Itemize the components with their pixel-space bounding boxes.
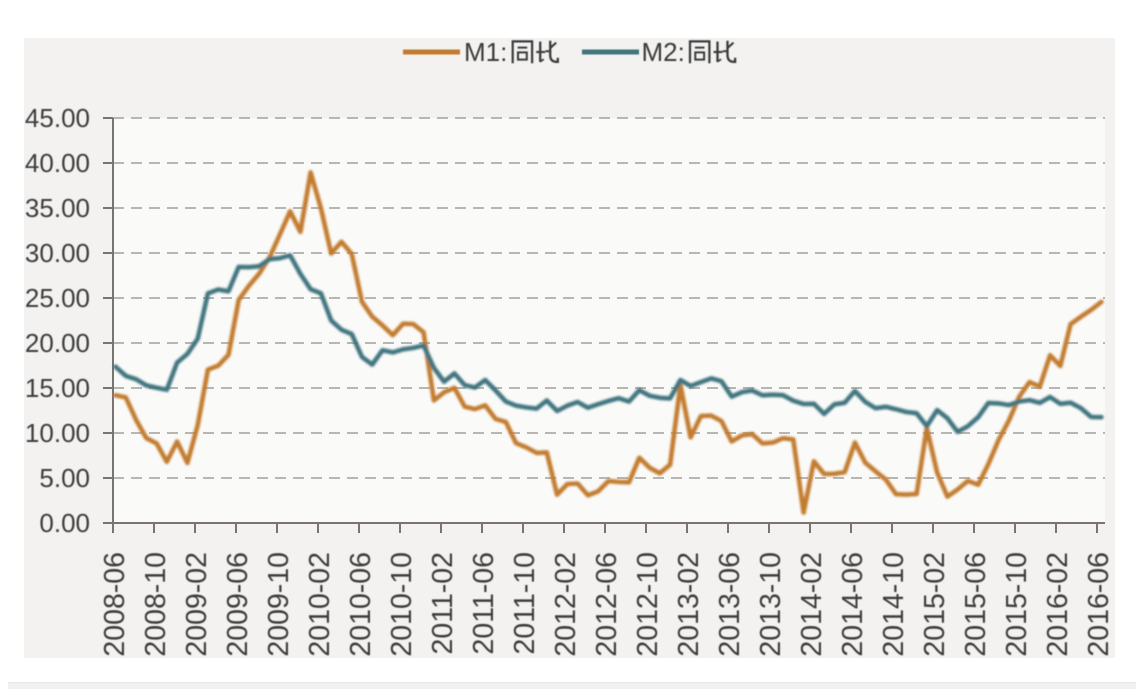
svg-text:2010-06: 2010-06 [345,552,377,657]
svg-text:2008-10: 2008-10 [140,552,172,657]
svg-text:2015-06: 2015-06 [960,552,992,657]
svg-text:2014-06: 2014-06 [837,552,869,657]
svg-text:2016-02: 2016-02 [1042,552,1074,657]
svg-text:2013-10: 2013-10 [755,552,787,657]
svg-text:2008-06: 2008-06 [99,552,131,657]
svg-text:2009-02: 2009-02 [181,552,213,657]
svg-text:2012-10: 2012-10 [632,552,664,657]
svg-text:2014-10: 2014-10 [878,552,910,657]
svg-text:35.00: 35.00 [25,193,90,223]
svg-text:M1:: M1: [464,37,507,67]
svg-text:2009-06: 2009-06 [222,552,254,657]
svg-text:2011-06: 2011-06 [468,552,500,654]
svg-text:2013-06: 2013-06 [714,552,746,657]
svg-text:0.00: 0.00 [39,508,90,538]
svg-text:2014-02: 2014-02 [796,552,828,657]
svg-text:2009-10: 2009-10 [263,552,295,657]
svg-text:5.00: 5.00 [39,463,90,493]
svg-text:2016-06: 2016-06 [1083,552,1115,657]
svg-text:25.00: 25.00 [25,283,90,313]
svg-text:2010-02: 2010-02 [304,552,336,657]
svg-text:40.00: 40.00 [25,148,90,178]
svg-text:2010-10: 2010-10 [386,552,418,657]
svg-text:2012-02: 2012-02 [550,552,582,657]
svg-text:2015-10: 2015-10 [1001,552,1033,657]
svg-text:2011-02: 2011-02 [427,552,459,654]
svg-text:30.00: 30.00 [25,238,90,268]
svg-text:45.00: 45.00 [25,103,90,133]
svg-text:2011-10: 2011-10 [509,552,541,654]
svg-text:10.00: 10.00 [25,418,90,448]
svg-text:2013-02: 2013-02 [673,552,705,657]
svg-text:2015-02: 2015-02 [919,552,951,657]
svg-text:15.00: 15.00 [25,373,90,403]
svg-text:M2:: M2: [642,37,685,67]
svg-text:20.00: 20.00 [25,328,90,358]
svg-text:2012-06: 2012-06 [591,552,623,657]
